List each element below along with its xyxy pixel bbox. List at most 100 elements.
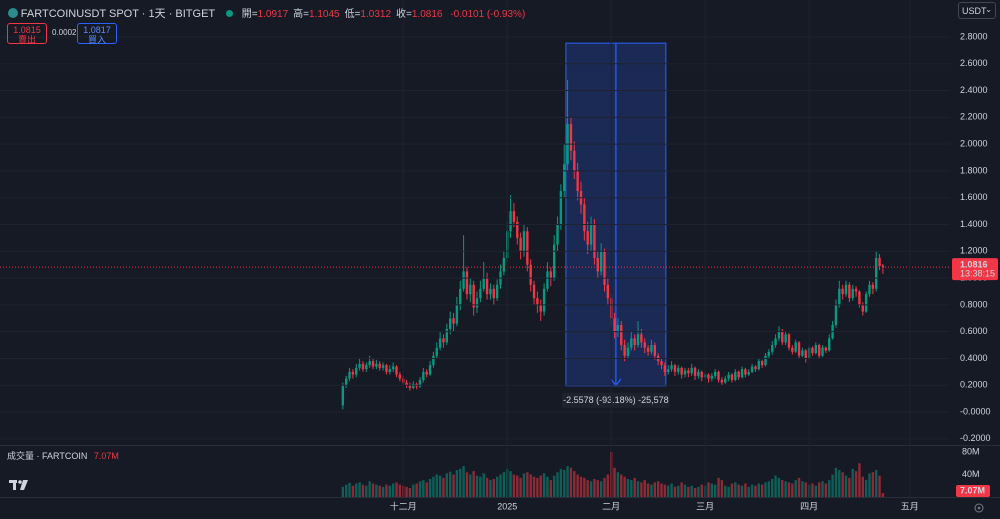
volume-bar bbox=[771, 478, 774, 497]
volume-bar bbox=[710, 483, 714, 497]
candle-body bbox=[764, 355, 767, 366]
volume-bar bbox=[871, 472, 875, 497]
volume-bar bbox=[529, 474, 532, 497]
candle-body bbox=[569, 124, 573, 151]
candle-body bbox=[804, 350, 807, 359]
volume-bar bbox=[707, 482, 710, 497]
settings-dot[interactable] bbox=[977, 506, 981, 510]
volume-bar bbox=[791, 483, 794, 497]
volume-bar bbox=[422, 480, 425, 497]
candle-body bbox=[677, 367, 680, 372]
candle-body bbox=[603, 251, 606, 285]
logo-part bbox=[20, 480, 28, 490]
volume-bar bbox=[573, 471, 576, 497]
candle-body bbox=[445, 328, 449, 343]
volume-bar bbox=[351, 485, 355, 497]
volume-bar bbox=[559, 468, 563, 497]
ohlc-label: 高= bbox=[293, 9, 309, 20]
candle-body bbox=[485, 278, 489, 295]
buy-button[interactable]: 1.0817 買入 bbox=[77, 23, 117, 45]
symbol-title[interactable]: FARTCOINUSDT SPOT · 1天 · BITGET bbox=[20, 8, 216, 20]
volume-bar bbox=[737, 484, 740, 497]
volume-bar bbox=[834, 467, 838, 497]
sell-label[interactable]: 賣出 bbox=[17, 35, 36, 45]
volume-bar bbox=[412, 484, 415, 497]
buy-price[interactable]: 1.0817 bbox=[83, 25, 111, 35]
volume-bar bbox=[485, 477, 489, 497]
y-tick-label: 0.4000 bbox=[960, 353, 988, 363]
ohlc-legend: 開=1.0917 高=1.1045 低=1.0312 收=1.0816 bbox=[242, 9, 448, 20]
candle-body bbox=[734, 371, 737, 380]
currency-select[interactable]: USDT ⌄ bbox=[958, 2, 996, 19]
currency[interactable]: USDT bbox=[962, 6, 987, 16]
candle-body bbox=[707, 374, 710, 379]
volume-bar bbox=[626, 478, 630, 497]
volume-bar bbox=[368, 481, 371, 497]
volume-bar bbox=[425, 482, 428, 497]
y-tick-label: -0.2000 bbox=[960, 433, 991, 443]
volume-bar bbox=[596, 480, 599, 497]
buy-label[interactable]: 買入 bbox=[87, 35, 106, 45]
volume-bar bbox=[650, 484, 653, 497]
candle-body bbox=[355, 367, 358, 375]
volume-tag: 7.07M bbox=[960, 485, 985, 495]
y-tick-label: 1.4000 bbox=[960, 219, 988, 229]
dropdown-caret[interactable]: ⌄ bbox=[985, 5, 992, 14]
candle-body bbox=[717, 371, 720, 380]
volume-bar bbox=[656, 481, 660, 497]
candle-body bbox=[418, 379, 422, 387]
volume-bar bbox=[633, 477, 636, 497]
candle-body bbox=[814, 345, 818, 354]
volume-bar bbox=[667, 485, 670, 497]
volume-bar bbox=[502, 472, 506, 497]
volume-bar bbox=[693, 487, 697, 497]
sell-price[interactable]: 1.0815 bbox=[13, 25, 41, 35]
candle-body bbox=[623, 345, 626, 356]
volume-bar bbox=[821, 481, 824, 497]
candle-body bbox=[727, 374, 730, 379]
volume-bar bbox=[616, 472, 620, 497]
countdown: 13:38:15 bbox=[960, 269, 995, 279]
volume-bar bbox=[838, 469, 841, 497]
candle-body bbox=[640, 334, 643, 343]
logo-part bbox=[18, 480, 22, 484]
candle-body bbox=[744, 369, 747, 375]
settings-icon[interactable] bbox=[974, 503, 984, 513]
volume-pane bbox=[341, 451, 885, 497]
tradingview-logo bbox=[9, 480, 28, 490]
ohlc-value: 1.0312 bbox=[360, 9, 392, 20]
volume-bar bbox=[848, 477, 851, 497]
candle-body bbox=[361, 363, 365, 370]
volume-bar bbox=[438, 475, 442, 497]
candle-body bbox=[670, 365, 673, 370]
candle-body bbox=[771, 345, 774, 352]
volume-bar bbox=[385, 484, 388, 497]
volume-tick-label: 40M bbox=[962, 469, 980, 479]
volume-bar bbox=[348, 482, 351, 497]
candle-body bbox=[576, 170, 579, 192]
volume-bar bbox=[831, 474, 834, 497]
volume-bar bbox=[636, 481, 640, 497]
volume-bar bbox=[576, 474, 579, 497]
ohlc-label: 低= bbox=[344, 9, 361, 20]
candle-body bbox=[854, 288, 858, 292]
candle-body bbox=[713, 371, 717, 376]
settings-ring[interactable] bbox=[974, 503, 984, 513]
volume-bar bbox=[428, 478, 432, 497]
volume-bar bbox=[760, 484, 764, 497]
candle-body bbox=[700, 371, 703, 378]
volume-bar bbox=[677, 485, 680, 497]
volume-bar bbox=[757, 483, 760, 497]
candle-body bbox=[606, 284, 610, 299]
volume-bar bbox=[817, 482, 821, 497]
sell-button[interactable]: 1.0815 賣出 bbox=[7, 23, 47, 45]
volume-bar bbox=[361, 484, 365, 497]
ohlc-value: 1.0816 bbox=[411, 9, 443, 20]
volume-bar bbox=[522, 473, 526, 497]
volume-bar bbox=[448, 471, 452, 497]
volume-bar bbox=[744, 483, 747, 497]
candle-body bbox=[730, 374, 734, 380]
price-tag-bg bbox=[952, 258, 998, 281]
candle-body bbox=[489, 288, 492, 295]
candle-body bbox=[673, 365, 677, 372]
